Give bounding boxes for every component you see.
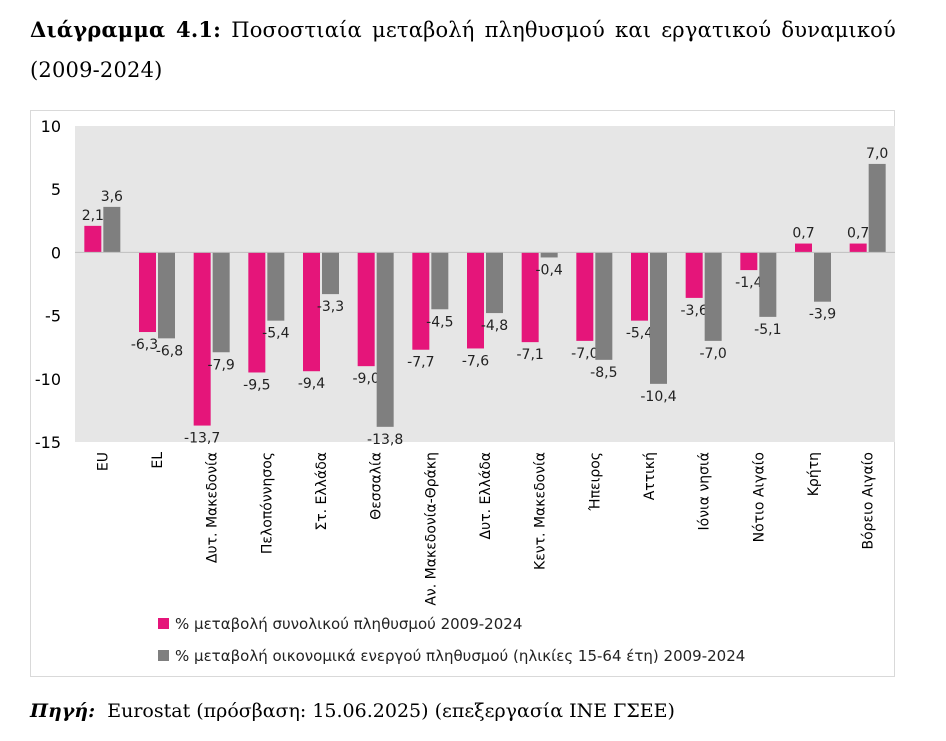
data-label: -7,0	[571, 346, 598, 362]
bar-population	[248, 252, 266, 373]
data-label: -3,9	[809, 307, 836, 323]
bar-labour-force	[704, 252, 722, 341]
bar-labour-force	[212, 252, 230, 353]
data-label: 7,0	[866, 146, 888, 162]
bar-population	[84, 225, 102, 253]
bar-population	[576, 252, 594, 341]
category-label: Δυτ. Μακεδονία	[205, 452, 221, 563]
data-label: -9,4	[298, 376, 325, 392]
bar-labour-force	[322, 252, 339, 295]
category-label: Αν. Μακεδονία-Θράκη	[423, 452, 439, 606]
source-note: Πηγή: Eurostat (πρόσβαση: 15.06.2025) (ε…	[30, 700, 675, 722]
data-label: -3,3	[317, 299, 344, 315]
legend-label: % μεταβολή οικονομικά ενεργού πληθυσμού …	[175, 647, 745, 665]
category-label: Κεντ. Μακεδονία	[533, 452, 549, 570]
data-label: -1,4	[735, 275, 762, 291]
bar-labour-force	[267, 252, 285, 321]
bar-population	[849, 243, 867, 253]
bar-labour-force	[814, 252, 831, 302]
data-label: 3,6	[101, 189, 123, 205]
y-tick-label: 0	[51, 243, 61, 262]
data-label: -4,8	[481, 318, 508, 334]
bar-population	[303, 252, 320, 372]
data-label: 0,7	[847, 226, 869, 242]
data-label: -0,4	[536, 262, 563, 278]
data-label: 0,7	[792, 226, 814, 242]
data-label: -13,8	[367, 432, 403, 448]
category-label: EL	[150, 452, 166, 469]
bar-labour-force	[431, 252, 449, 310]
category-label: Κρήτη	[806, 452, 822, 496]
data-label: -7,9	[208, 357, 235, 373]
data-label: -7,6	[462, 353, 489, 369]
y-tick-label: 5	[51, 180, 61, 199]
chart-heading: Διάγραμμα 4.1: Ποσοστιαία μεταβολή πληθυ…	[30, 10, 896, 90]
bar-labour-force	[103, 206, 121, 253]
bar-population	[685, 252, 703, 298]
data-label: -9,5	[243, 377, 270, 393]
category-label: Αττική	[642, 452, 658, 500]
data-label: -7,7	[407, 355, 434, 371]
category-label: Βόρειο Αιγαίο	[861, 452, 877, 550]
y-tick-label: -15	[35, 433, 61, 452]
bar-population	[631, 252, 648, 321]
legend-swatch	[158, 650, 169, 661]
bar-labour-force	[650, 252, 667, 384]
source-text: Eurostat (πρόσβαση: 15.06.2025) (επεξεργ…	[107, 700, 675, 722]
data-label: -3,6	[681, 303, 708, 319]
y-tick-label: -5	[45, 307, 61, 326]
bar-labour-force	[868, 163, 886, 253]
bar-labour-force	[486, 252, 503, 314]
bar-population	[467, 252, 484, 349]
data-label: -9,0	[353, 371, 380, 387]
data-label: 2,1	[82, 208, 104, 224]
chart-title: Ποσοστιαία μεταβολή πληθυσμού και εργατι…	[30, 18, 896, 82]
plot-area	[75, 126, 895, 442]
data-label: -5,4	[626, 326, 653, 342]
bar-population	[139, 252, 156, 333]
legend-swatch	[158, 618, 169, 629]
y-tick-label: -10	[35, 370, 61, 389]
chart-number: Διάγραμμα 4.1:	[30, 17, 222, 42]
bar-population	[193, 252, 211, 426]
bar-labour-force	[595, 252, 613, 360]
data-label: -10,4	[640, 389, 676, 405]
bar-population	[740, 252, 758, 271]
legend-label: % μεταβολή συνολικού πληθυσμού 2009-2024	[175, 615, 522, 633]
category-label: Νότιο Αιγαίο	[751, 452, 767, 542]
category-label: Θεσσαλία	[369, 452, 385, 520]
category-label: Ήπειρος	[587, 452, 603, 512]
data-label: -5,1	[754, 322, 781, 338]
bar-population	[795, 243, 812, 253]
data-label: -7,0	[700, 346, 727, 362]
data-label: -4,5	[426, 314, 453, 330]
bar-labour-force	[376, 252, 394, 427]
y-tick-label: 10	[41, 117, 61, 136]
category-label: Δυτ. Ελλάδα	[478, 452, 494, 539]
category-label: EU	[95, 452, 111, 471]
category-label: Πελοπόννησος	[259, 452, 275, 554]
data-label: -6,3	[131, 337, 158, 353]
data-label: -8,5	[590, 365, 617, 381]
data-label: -7,1	[517, 347, 544, 363]
data-label: -5,4	[262, 326, 289, 342]
source-label: Πηγή	[30, 700, 89, 722]
category-label: Ιόνια νησιά	[697, 452, 713, 530]
bar-labour-force	[540, 252, 558, 258]
bar-labour-force	[759, 252, 777, 317]
bar-population	[412, 252, 430, 350]
bar-population	[521, 252, 539, 343]
bar-population	[357, 252, 375, 367]
data-label: -6,8	[156, 343, 183, 359]
data-label: -13,7	[184, 431, 220, 447]
category-label: Στ. Ελλάδα	[314, 452, 330, 531]
bar-labour-force	[158, 252, 175, 339]
